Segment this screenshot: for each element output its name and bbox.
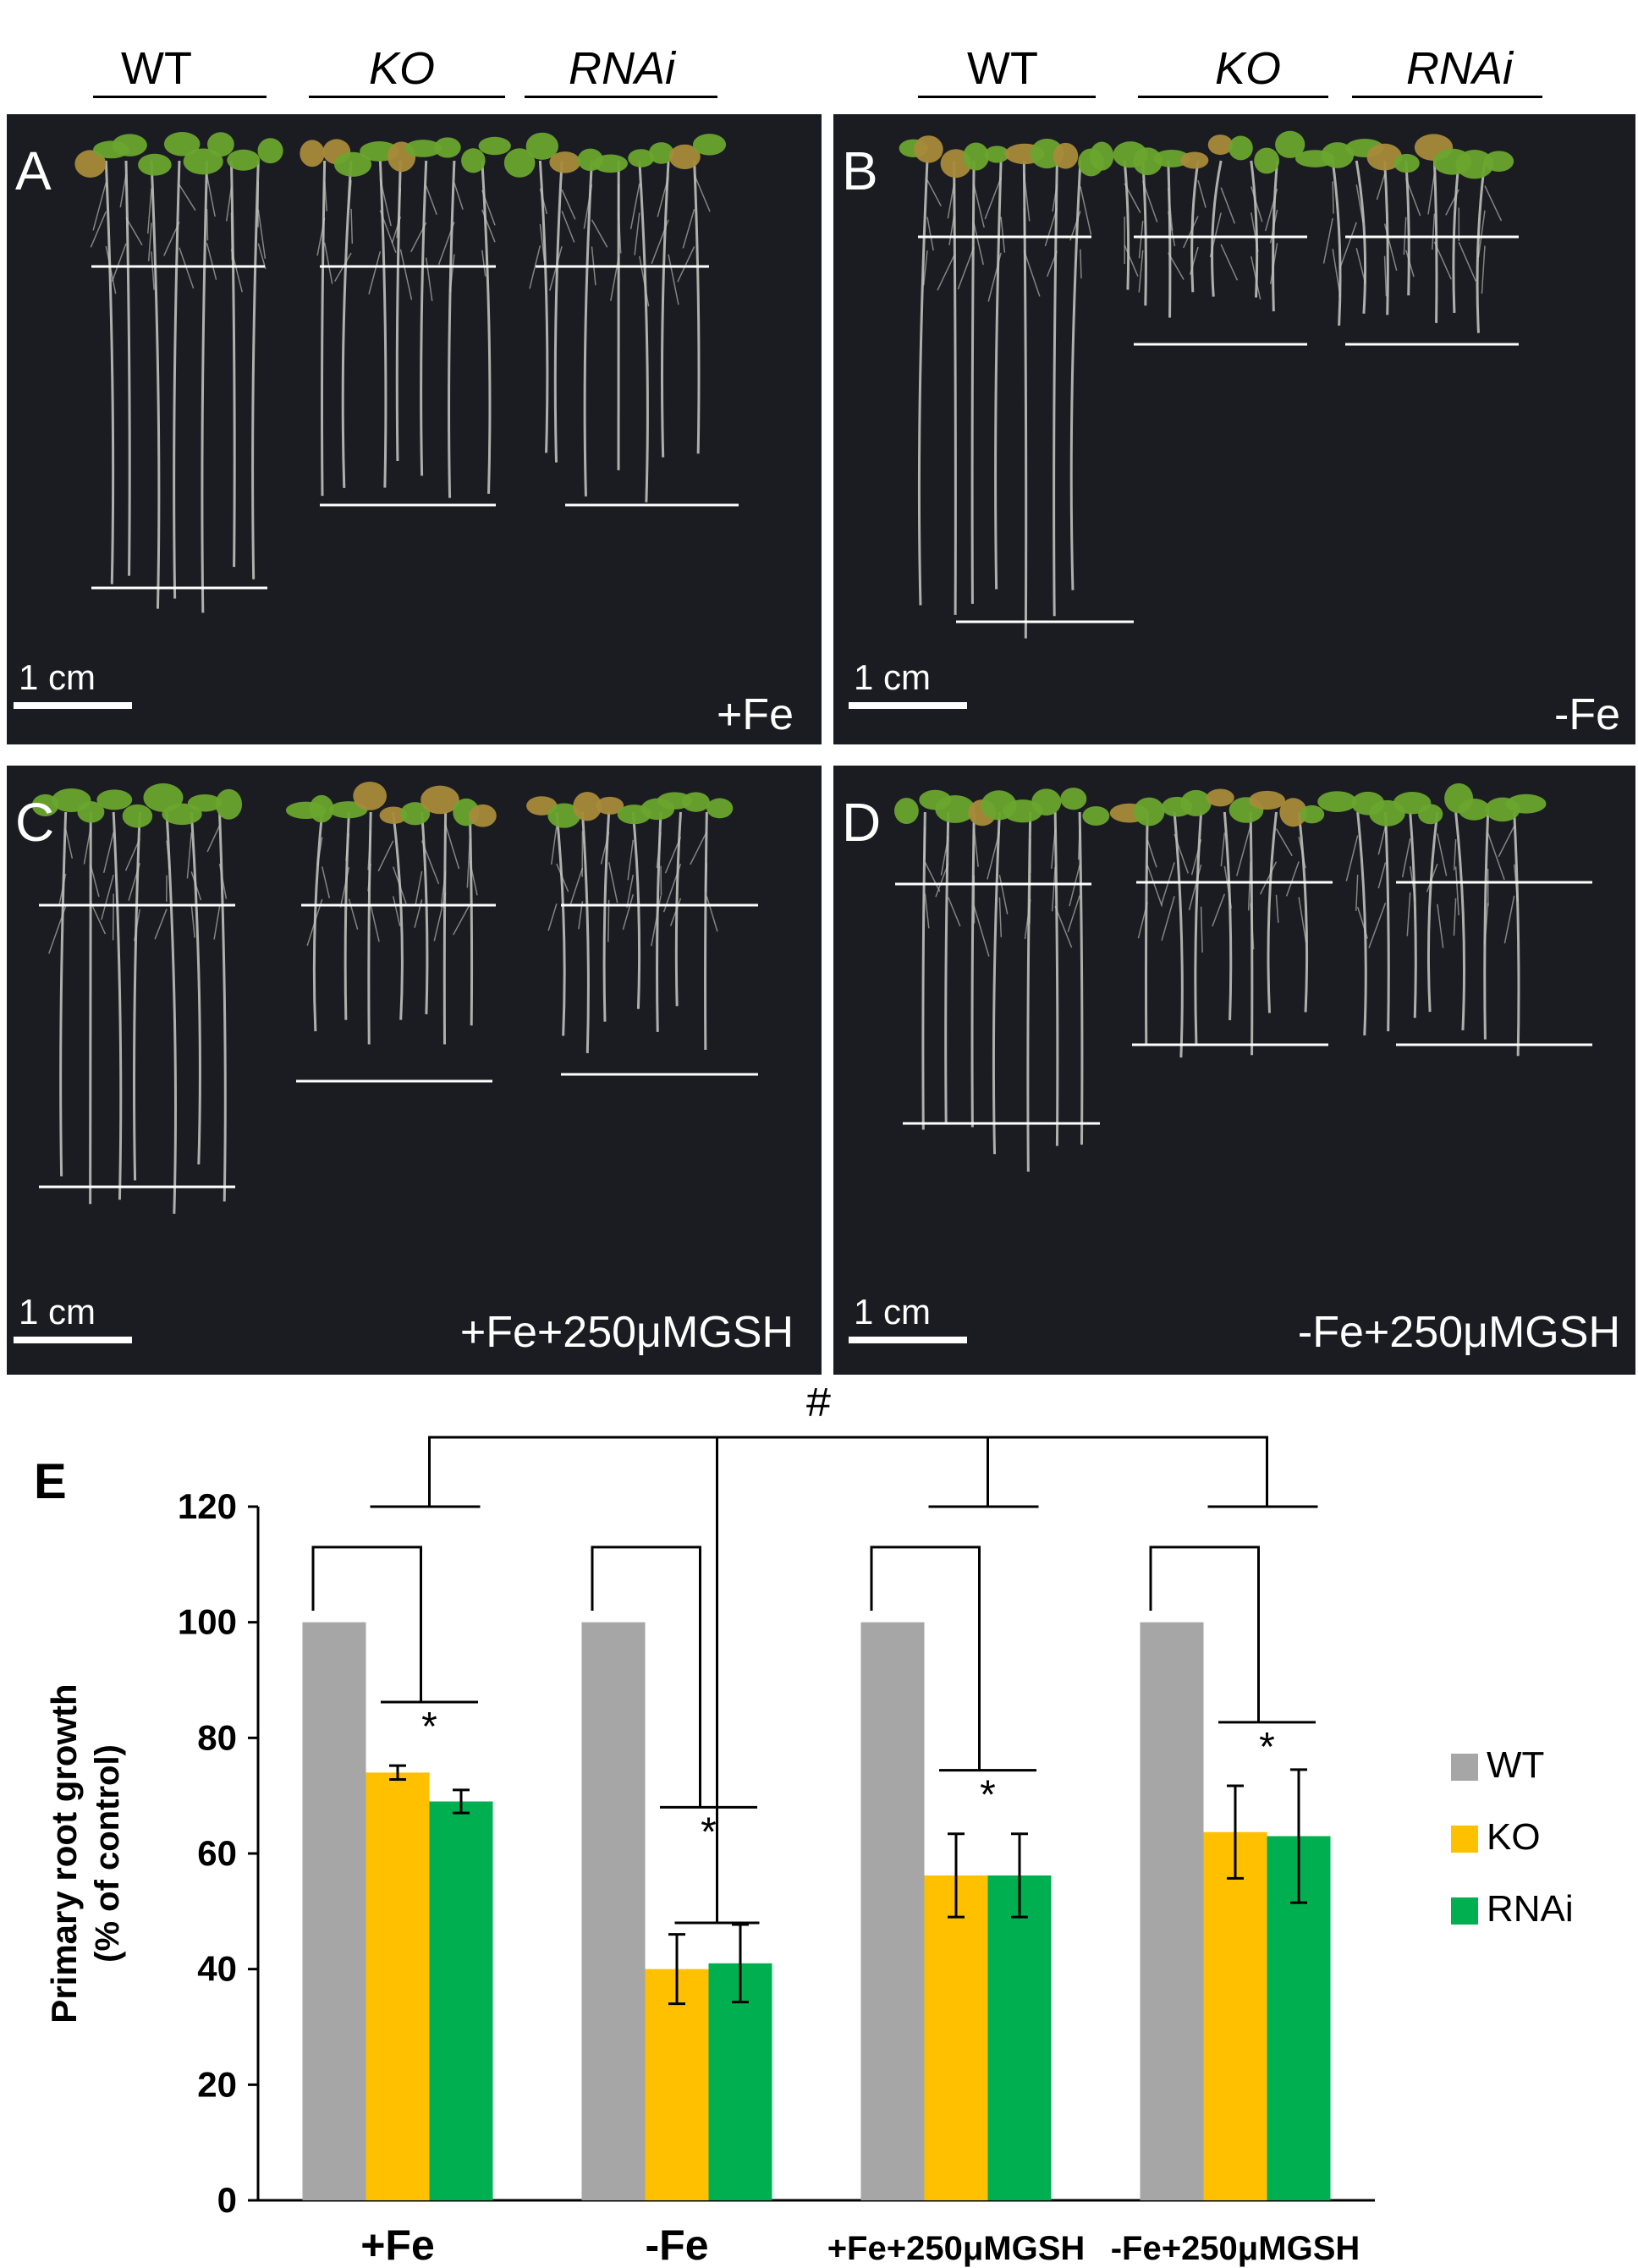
plate-photo-a: A +Fe 1 cm bbox=[7, 114, 822, 744]
genotype-label-rnai: RNAi bbox=[1405, 43, 1513, 94]
overall-significance-mark: # bbox=[806, 1388, 831, 1426]
error-bar bbox=[389, 1764, 406, 1782]
significance-bracket bbox=[311, 1546, 478, 1704]
panel-letter: D bbox=[842, 792, 882, 853]
legend-label-ko: KO bbox=[1487, 1816, 1541, 1858]
genotype-underline bbox=[1352, 96, 1542, 98]
error-bar bbox=[948, 1832, 965, 1919]
bar-chart-e: E 0 20 40 60 80 100 120 Primary root growth (% of… bbox=[34, 1388, 1574, 2268]
panel-letter: B bbox=[842, 140, 878, 201]
plate-image bbox=[7, 114, 822, 744]
genotype-label-ko: KO bbox=[368, 43, 436, 94]
bar-ko bbox=[1203, 1831, 1267, 2200]
scale-bar bbox=[849, 702, 967, 709]
panel-letter: C bbox=[15, 792, 55, 853]
bar-wt bbox=[1140, 1622, 1204, 2200]
bar-wt bbox=[860, 1622, 925, 2200]
error-bar bbox=[668, 1933, 685, 2006]
bar-wt bbox=[302, 1622, 366, 2200]
y-axis-label-unit: (% of control) bbox=[89, 1744, 126, 1963]
scale-bar-label: 1 cm bbox=[854, 1292, 932, 1332]
error-bar bbox=[732, 1923, 749, 2004]
condition-label: +Fe+250μMGSH bbox=[459, 1308, 794, 1357]
y-tick-label: 100 bbox=[178, 1602, 237, 1642]
scale-bar bbox=[14, 702, 132, 709]
genotype-underline bbox=[93, 96, 267, 98]
y-tick-label: 0 bbox=[217, 2180, 237, 2220]
legend-swatch-ko bbox=[1451, 1826, 1478, 1853]
error-bar bbox=[453, 1788, 470, 1815]
plate-image bbox=[7, 766, 822, 1375]
significance-bracket bbox=[591, 1546, 757, 1809]
y-axis-label: Primary root growth bbox=[44, 1683, 84, 2023]
legend-swatch-wt bbox=[1451, 1754, 1478, 1781]
y-tick-label: 80 bbox=[197, 1717, 237, 1757]
plate-photo-c: C +Fe+250μMGSH 1 cm bbox=[7, 766, 822, 1375]
plate-image bbox=[833, 766, 1635, 1375]
significance-bracket bbox=[870, 1546, 1036, 1772]
significance-star: * bbox=[421, 1705, 437, 1749]
significance-star: * bbox=[1259, 1725, 1275, 1770]
condition-label: +Fe bbox=[716, 690, 794, 739]
significance-star: * bbox=[980, 1773, 996, 1818]
genotype-header-left: WT KO RNAi bbox=[0, 17, 812, 110]
scale-bar-label: 1 cm bbox=[19, 657, 96, 697]
scale-bar bbox=[849, 1337, 967, 1343]
overall-significance-bracket bbox=[370, 1436, 1318, 1925]
panel-letter: A bbox=[15, 140, 52, 201]
genotype-underline bbox=[1138, 96, 1328, 98]
y-tick-label: 120 bbox=[178, 1486, 237, 1526]
panel-letter-e: E bbox=[34, 1454, 67, 1509]
plate-image bbox=[833, 114, 1635, 744]
y-tick-label: 40 bbox=[197, 1949, 237, 1989]
scale-bar bbox=[14, 1337, 132, 1343]
plate-photo-b: B -Fe 1 cm bbox=[833, 114, 1635, 744]
bar-ko bbox=[366, 1772, 430, 2200]
legend-label-wt: WT bbox=[1487, 1744, 1544, 1786]
bar-rnai bbox=[987, 1875, 1052, 2200]
significance-star: * bbox=[701, 1809, 717, 1854]
genotype-header-right: WT KO RNAi bbox=[0, 17, 1638, 110]
x-tick-label: +Fe+250μMGSH bbox=[827, 2230, 1086, 2267]
scale-bar-label: 1 cm bbox=[19, 1292, 96, 1332]
genotype-label-wt: WT bbox=[121, 43, 192, 94]
x-tick-label: -Fe bbox=[646, 2221, 709, 2268]
bar-ko bbox=[645, 1969, 709, 2200]
genotype-label-ko: KO bbox=[1214, 43, 1282, 94]
y-tick-label: 20 bbox=[197, 2064, 237, 2104]
condition-label: -Fe+250μMGSH bbox=[1297, 1308, 1620, 1357]
x-tick-label: -Fe+250μMGSH bbox=[1111, 2230, 1360, 2267]
error-bar bbox=[1290, 1768, 1307, 1904]
genotype-underline bbox=[525, 96, 717, 98]
scale-bar-label: 1 cm bbox=[854, 657, 932, 697]
condition-label: -Fe bbox=[1554, 690, 1620, 739]
plate-photo-d: D -Fe+250μMGSH 1 cm bbox=[833, 766, 1635, 1375]
legend-swatch-rnai bbox=[1451, 1897, 1478, 1925]
error-bar bbox=[1227, 1784, 1244, 1880]
y-tick-label: 60 bbox=[197, 1833, 237, 1873]
error-bar bbox=[1011, 1832, 1028, 1919]
bar-rnai bbox=[429, 1801, 493, 2200]
x-tick-label: +Fe bbox=[360, 2221, 435, 2268]
genotype-label-wt: WT bbox=[967, 43, 1038, 94]
genotype-underline bbox=[918, 96, 1096, 98]
legend-label-rnai: RNAi bbox=[1487, 1888, 1574, 1930]
genotype-underline bbox=[309, 96, 505, 98]
bar-wt bbox=[581, 1622, 646, 2200]
significance-bracket bbox=[1149, 1546, 1316, 1724]
genotype-label-rnai: RNAi bbox=[568, 43, 675, 94]
bar-ko bbox=[924, 1875, 988, 2200]
